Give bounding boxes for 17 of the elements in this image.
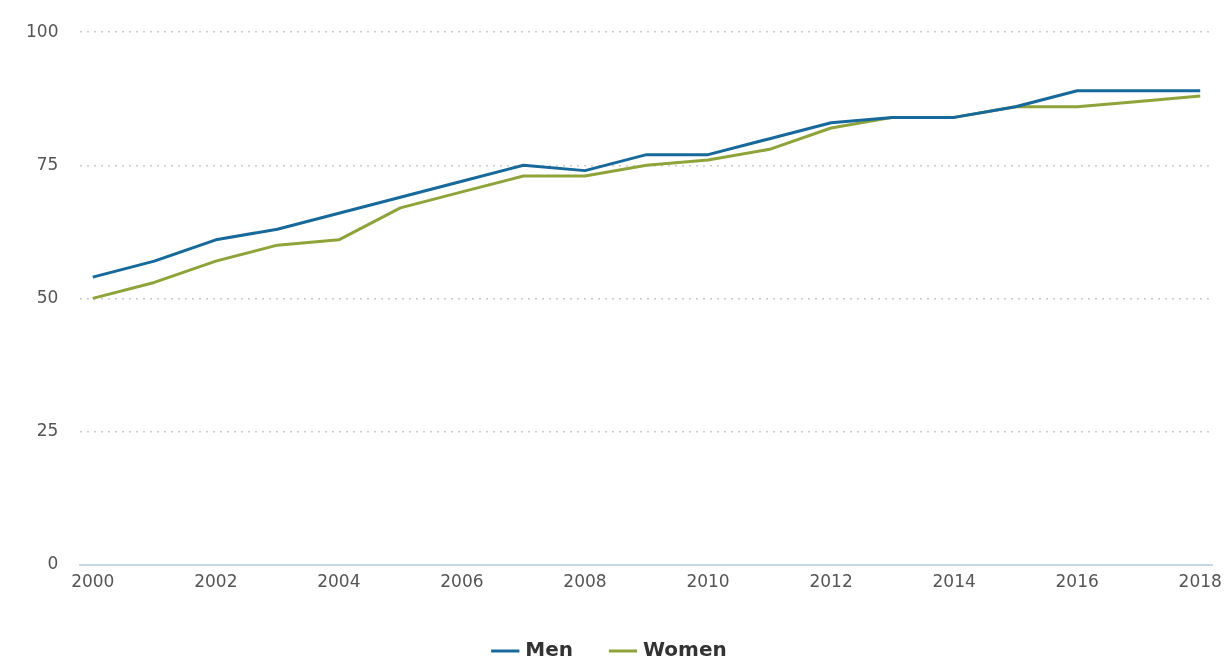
y-tick-label: 100	[25, 20, 59, 41]
y-tick-label: 50	[36, 286, 59, 307]
y-tick-label: 25	[36, 419, 59, 440]
legend-label: Women	[642, 637, 727, 662]
y-tick-label: 75	[36, 153, 59, 174]
legend-label: Men	[525, 637, 573, 662]
x-tick-label: 2008	[563, 571, 607, 592]
x-tick-label: 2014	[932, 571, 976, 592]
x-tick-label: 2002	[194, 571, 238, 592]
x-tick-label: 2018	[1178, 571, 1222, 592]
x-tick-label: 2010	[686, 571, 730, 592]
x-tick-label: 2004	[317, 571, 361, 592]
x-tick-label: 2006	[440, 571, 484, 592]
x-tick-label: 2000	[71, 571, 115, 592]
x-tick-label: 2012	[809, 571, 853, 592]
x-tick-label: 2016	[1055, 571, 1099, 592]
y-tick-label: 0	[47, 553, 59, 574]
